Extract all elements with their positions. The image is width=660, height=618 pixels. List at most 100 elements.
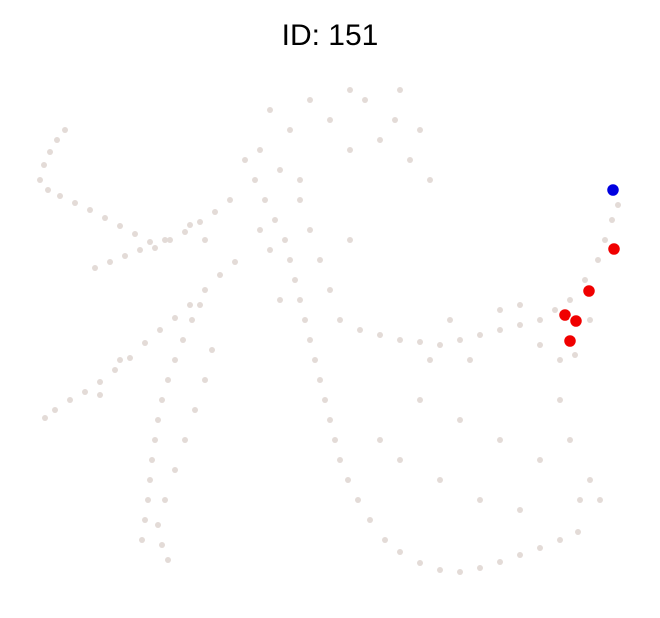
point <box>587 317 593 323</box>
point <box>497 307 503 313</box>
point <box>277 167 283 173</box>
point <box>37 177 43 183</box>
point <box>54 137 60 143</box>
point <box>267 247 273 253</box>
point <box>165 557 171 563</box>
point <box>357 327 363 333</box>
highlight-point <box>568 313 584 329</box>
point <box>145 497 151 503</box>
point <box>437 477 443 483</box>
point <box>47 149 53 155</box>
point <box>497 437 503 443</box>
point <box>172 467 178 473</box>
point <box>159 397 165 403</box>
point <box>172 357 178 363</box>
point <box>62 127 68 133</box>
point <box>332 437 338 443</box>
point <box>615 202 621 208</box>
point <box>287 257 293 263</box>
point <box>232 259 238 265</box>
point <box>602 237 608 243</box>
point <box>337 457 343 463</box>
point <box>322 397 328 403</box>
point <box>567 297 573 303</box>
point <box>572 352 578 358</box>
point <box>427 177 433 183</box>
point <box>557 357 563 363</box>
point <box>407 157 413 163</box>
chart-title: ID: 151 <box>282 19 379 52</box>
point <box>317 257 323 263</box>
point <box>377 137 383 143</box>
point <box>577 497 583 503</box>
point <box>292 277 298 283</box>
point <box>242 157 248 163</box>
point <box>382 537 388 543</box>
point <box>182 437 188 443</box>
point <box>45 187 51 193</box>
point <box>202 287 208 293</box>
point <box>97 392 103 398</box>
point <box>417 397 423 403</box>
point <box>267 107 273 113</box>
point <box>307 97 313 103</box>
point <box>117 357 123 363</box>
point <box>477 565 483 571</box>
point <box>262 197 268 203</box>
point <box>327 117 333 123</box>
point <box>132 231 138 237</box>
point <box>227 197 233 203</box>
point <box>142 517 148 523</box>
point <box>582 277 588 283</box>
point <box>72 200 78 206</box>
point <box>202 377 208 383</box>
point <box>147 477 153 483</box>
point <box>497 327 503 333</box>
point <box>447 317 453 323</box>
point <box>517 552 523 558</box>
point <box>41 162 47 168</box>
point <box>257 227 263 233</box>
point <box>517 507 523 513</box>
point <box>417 127 423 133</box>
point <box>312 357 318 363</box>
point <box>172 315 178 321</box>
point <box>307 337 313 343</box>
point <box>189 317 195 323</box>
point <box>182 229 188 235</box>
point <box>97 379 103 385</box>
point <box>252 177 258 183</box>
point <box>537 545 543 551</box>
point <box>307 227 313 233</box>
point <box>155 522 161 528</box>
point <box>417 339 423 345</box>
point <box>437 567 443 573</box>
point <box>427 357 433 363</box>
point <box>159 542 165 548</box>
point <box>192 407 198 413</box>
point <box>537 317 543 323</box>
point <box>537 342 543 348</box>
point <box>277 297 283 303</box>
point <box>467 357 473 363</box>
point <box>117 223 123 229</box>
point <box>272 217 278 223</box>
point <box>67 397 73 403</box>
point <box>152 245 158 251</box>
point <box>595 257 601 263</box>
point <box>377 437 383 443</box>
point <box>417 560 423 566</box>
point <box>317 377 323 383</box>
point <box>457 569 463 575</box>
point <box>355 497 361 503</box>
point <box>557 397 563 403</box>
point <box>149 457 155 463</box>
highlight-point <box>581 283 597 299</box>
point <box>347 237 353 243</box>
point <box>82 389 88 395</box>
point <box>609 217 615 223</box>
point <box>397 549 403 555</box>
point <box>337 317 343 323</box>
point <box>552 307 558 313</box>
